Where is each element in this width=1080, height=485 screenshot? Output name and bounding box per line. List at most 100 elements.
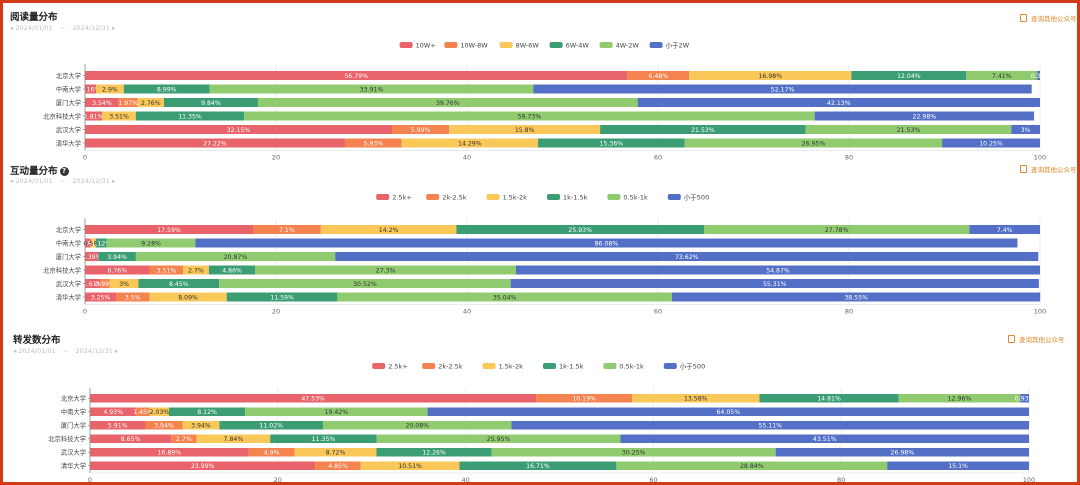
- legend-item-5[interactable]: 小于500: [667, 193, 709, 202]
- legend-item-2[interactable]: 1.5k-2k: [486, 194, 528, 202]
- bar-segment[interactable]: [969, 225, 1040, 234]
- prev-arrow-icon[interactable]: ◂: [10, 24, 16, 32]
- bar-segment[interactable]: [96, 84, 124, 94]
- bar-segment[interactable]: [459, 461, 617, 471]
- legend-item-3[interactable]: 1k-1.5k: [547, 194, 588, 202]
- bar-segment[interactable]: [491, 448, 776, 457]
- bar-segment[interactable]: [401, 138, 539, 148]
- bar-segment[interactable]: [536, 394, 632, 403]
- query-other-account-link[interactable]: 查询其他公众号: [1008, 334, 1065, 344]
- bar-segment[interactable]: [226, 292, 338, 302]
- bar-segment[interactable]: [98, 252, 136, 261]
- legend-item-0[interactable]: 2.5k+: [372, 363, 408, 371]
- bar-segment[interactable]: [85, 125, 393, 134]
- bar-segment[interactable]: [85, 279, 101, 288]
- bar-segment[interactable]: [136, 407, 150, 417]
- legend-item-0[interactable]: 10W+: [399, 42, 436, 50]
- bar-segment[interactable]: [320, 225, 457, 234]
- legend-item-5[interactable]: 小于2W: [649, 41, 690, 50]
- bar-segment[interactable]: [118, 98, 138, 107]
- bar-segment[interactable]: [85, 111, 103, 121]
- bar-segment[interactable]: [337, 292, 673, 302]
- bar-segment[interactable]: [637, 98, 1040, 107]
- bar-segment[interactable]: [600, 125, 806, 134]
- legend-item-1[interactable]: 10W-8W: [444, 42, 488, 50]
- help-icon[interactable]: ?: [59, 167, 69, 176]
- bar-segment[interactable]: [511, 421, 1029, 430]
- bar-segment[interactable]: [248, 448, 295, 457]
- bar-segment[interactable]: [245, 407, 428, 417]
- bar-segment[interactable]: [85, 71, 628, 80]
- bar-segment[interactable]: [449, 125, 601, 134]
- bar-segment[interactable]: [163, 98, 258, 107]
- bar-segment[interactable]: [942, 138, 1040, 148]
- legend[interactable]: 2.5k+ 2k-2.5k 1.5k-2k 1k-1.5k 0.5k-1k 小于500: [3, 361, 1077, 371]
- bar-segment[interactable]: [672, 292, 1041, 302]
- bar-segment[interactable]: [376, 448, 492, 457]
- bar-segment[interactable]: [851, 71, 967, 80]
- bar-segment[interactable]: [116, 292, 150, 302]
- bar-segment[interactable]: [252, 225, 321, 234]
- legend-item-2[interactable]: 8W-6W: [499, 42, 540, 50]
- legend-item-2[interactable]: 1.5k-2k: [482, 363, 524, 371]
- legend-item-1[interactable]: 2k-2.5k: [426, 194, 467, 202]
- bar-segment[interactable]: [244, 111, 815, 121]
- bar-segment[interactable]: [145, 421, 183, 430]
- date-range[interactable]: ◂ 2024/01/01 ~ 2024/12/31 ▸: [13, 347, 118, 355]
- bar-segment[interactable]: [898, 394, 1021, 403]
- bar-segment[interactable]: [456, 225, 705, 234]
- legend-item-4[interactable]: 4W-2W: [599, 42, 640, 50]
- bar-segment[interactable]: [533, 84, 1032, 94]
- bar-segment[interactable]: [322, 421, 512, 430]
- bar-segment[interactable]: [85, 252, 99, 261]
- bar-segment[interactable]: [149, 265, 184, 275]
- bar-segment[interactable]: [168, 407, 246, 417]
- bar-segment[interactable]: [684, 138, 943, 148]
- legend[interactable]: 10W+ 10W-8W 8W-6W 6W-4W 4W-2W 小于2W: [3, 40, 1077, 50]
- legend-item-3[interactable]: 6W-4W: [549, 42, 590, 50]
- legend-item-1[interactable]: 2k-2.5k: [422, 363, 463, 371]
- bar-segment[interactable]: [538, 138, 685, 148]
- prev-arrow-icon[interactable]: ◂: [13, 347, 19, 355]
- bar-segment[interactable]: [209, 84, 534, 94]
- bar-segment[interactable]: [85, 225, 253, 234]
- bar-segment[interactable]: [219, 279, 511, 288]
- bar-segment[interactable]: [109, 279, 139, 288]
- legend-item-3[interactable]: 1k-1.5k: [543, 363, 584, 371]
- next-arrow-icon[interactable]: ▸: [111, 24, 116, 32]
- bar-segment[interactable]: [90, 394, 537, 403]
- bar-segment[interactable]: [775, 448, 1029, 457]
- bar-segment[interactable]: [138, 279, 220, 288]
- bar-segment[interactable]: [149, 407, 169, 417]
- bar-segment[interactable]: [90, 434, 172, 444]
- bar-segment[interactable]: [195, 238, 1018, 248]
- bar-segment[interactable]: [376, 434, 621, 444]
- bar-segment[interactable]: [135, 111, 245, 121]
- bar-segment[interactable]: [123, 84, 210, 94]
- bar-segment[interactable]: [1037, 71, 1040, 80]
- bar-segment[interactable]: [689, 71, 852, 80]
- bar-segment[interactable]: [85, 238, 91, 248]
- query-other-account-link[interactable]: 查询其他公众号: [1020, 164, 1077, 174]
- bar-segment[interactable]: [90, 238, 97, 248]
- bar-segment[interactable]: [149, 292, 227, 302]
- legend-item-4[interactable]: 0.5k-1k: [607, 194, 648, 202]
- bar-segment[interactable]: [335, 252, 1039, 261]
- bar-segment[interactable]: [515, 265, 1040, 275]
- bar-segment[interactable]: [85, 265, 150, 275]
- bar-segment[interactable]: [805, 125, 1012, 134]
- legend[interactable]: 2.5k+ 2k-2.5k 1.5k-2k 1k-1.5k 0.5k-1k 小于500: [3, 192, 1077, 202]
- bar-segment[interactable]: [294, 448, 377, 457]
- bar-segment[interactable]: [1020, 394, 1029, 403]
- bar-segment[interactable]: [106, 238, 196, 248]
- date-range[interactable]: ◂ 2024/01/01 ~ 2024/12/31 ▸: [10, 177, 115, 185]
- bar-segment[interactable]: [255, 265, 516, 275]
- bar-segment[interactable]: [85, 138, 345, 148]
- bar-segment[interactable]: [427, 407, 1029, 417]
- bar-segment[interactable]: [392, 125, 450, 134]
- bar-segment[interactable]: [620, 434, 1029, 444]
- bar-segment[interactable]: [90, 407, 137, 417]
- bar-segment[interactable]: [196, 434, 271, 444]
- bar-segment[interactable]: [616, 461, 888, 471]
- bar-segment[interactable]: [257, 98, 638, 107]
